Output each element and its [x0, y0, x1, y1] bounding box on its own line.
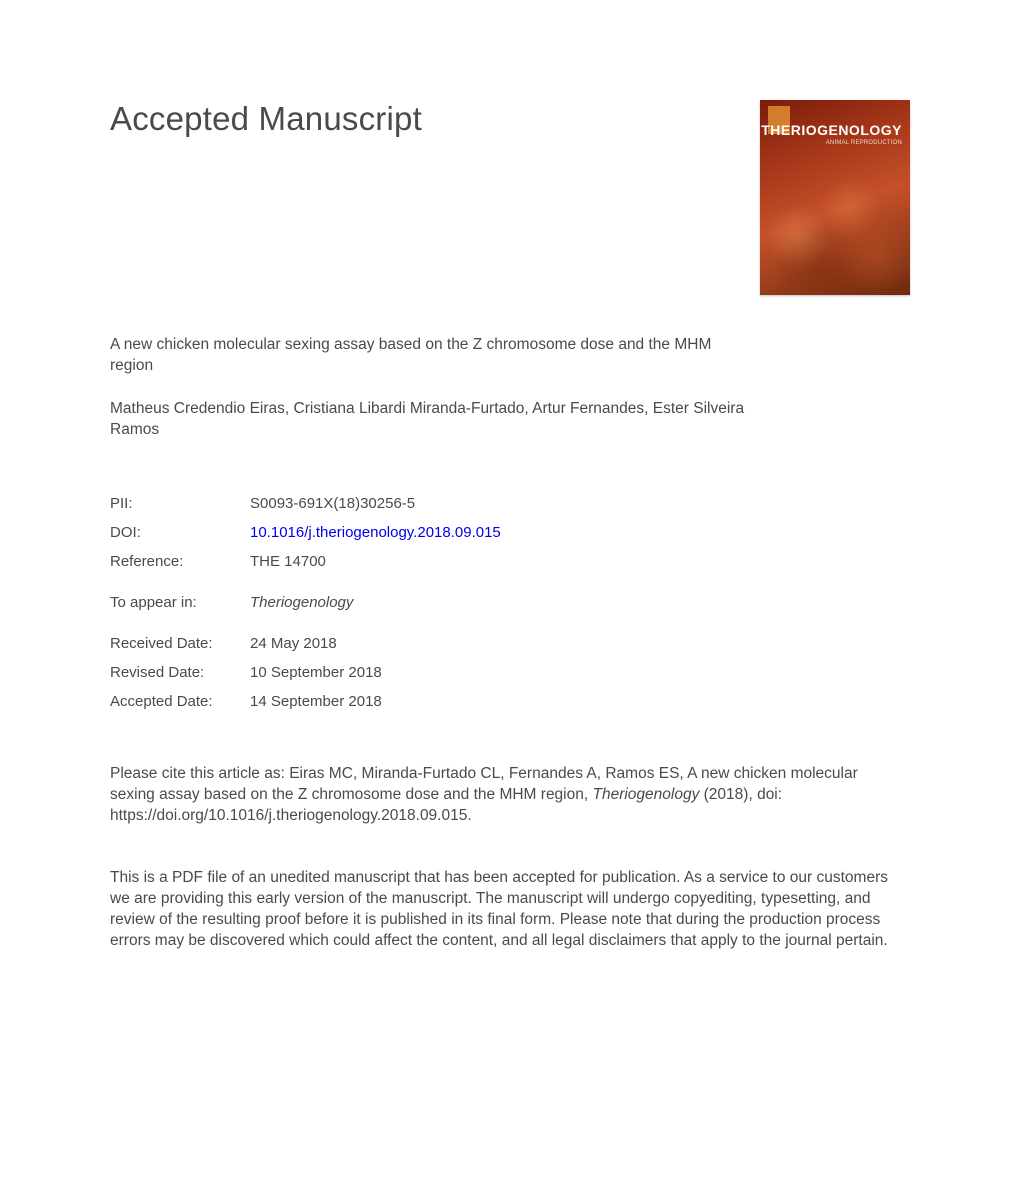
table-row: Received Date: 24 May 2018: [110, 629, 501, 658]
citation-paragraph: Please cite this article as: Eiras MC, M…: [110, 764, 900, 827]
appear-value: Theriogenology: [250, 588, 501, 617]
doi-link[interactable]: 10.1016/j.theriogenology.2018.09.015: [250, 524, 501, 541]
page-heading: Accepted Manuscript: [110, 100, 422, 138]
revised-value: 10 September 2018: [250, 658, 501, 687]
accepted-label: Accepted Date:: [110, 687, 250, 716]
doi-value: 10.1016/j.theriogenology.2018.09.015: [250, 518, 501, 547]
appear-label: To appear in:: [110, 588, 250, 617]
table-row: Reference: THE 14700: [110, 547, 501, 576]
pii-label: PII:: [110, 489, 250, 518]
article-title: A new chicken molecular sexing assay bas…: [110, 335, 750, 377]
spacer-row: [110, 617, 501, 629]
manuscript-page: Accepted Manuscript THERIOGENOLOGY ANIMA…: [0, 0, 1020, 1012]
header-row: Accepted Manuscript THERIOGENOLOGY ANIMA…: [110, 100, 910, 295]
cover-title: THERIOGENOLOGY: [761, 122, 902, 138]
journal-cover: THERIOGENOLOGY ANIMAL REPRODUCTION: [760, 100, 910, 295]
table-row: To appear in: Theriogenology: [110, 588, 501, 617]
received-value: 24 May 2018: [250, 629, 501, 658]
metadata-table: PII: S0093-691X(18)30256-5 DOI: 10.1016/…: [110, 489, 501, 716]
table-row: DOI: 10.1016/j.theriogenology.2018.09.01…: [110, 518, 501, 547]
table-row: Accepted Date: 14 September 2018: [110, 687, 501, 716]
accepted-value: 14 September 2018: [250, 687, 501, 716]
article-authors: Matheus Credendio Eiras, Cristiana Libar…: [110, 399, 790, 441]
citation-journal: Theriogenology: [592, 786, 699, 803]
revised-label: Revised Date:: [110, 658, 250, 687]
table-row: Revised Date: 10 September 2018: [110, 658, 501, 687]
disclaimer-paragraph: This is a PDF file of an unedited manusc…: [110, 868, 910, 952]
reference-label: Reference:: [110, 547, 250, 576]
table-row: PII: S0093-691X(18)30256-5: [110, 489, 501, 518]
received-label: Received Date:: [110, 629, 250, 658]
reference-value: THE 14700: [250, 547, 501, 576]
doi-label: DOI:: [110, 518, 250, 547]
pii-value: S0093-691X(18)30256-5: [250, 489, 501, 518]
cover-subtitle: ANIMAL REPRODUCTION: [826, 140, 902, 146]
spacer-row: [110, 576, 501, 588]
